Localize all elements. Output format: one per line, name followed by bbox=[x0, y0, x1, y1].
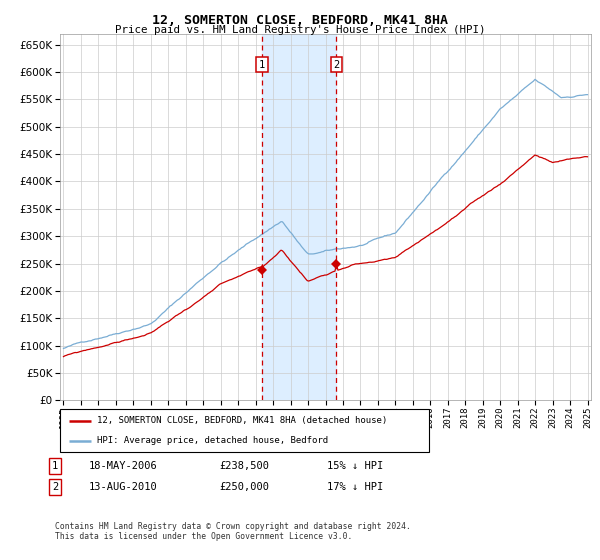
FancyBboxPatch shape bbox=[60, 409, 429, 452]
Text: HPI: Average price, detached house, Bedford: HPI: Average price, detached house, Bedf… bbox=[97, 436, 328, 445]
Text: 18-MAY-2006: 18-MAY-2006 bbox=[89, 461, 158, 471]
Text: £250,000: £250,000 bbox=[219, 482, 269, 492]
Text: 2: 2 bbox=[52, 482, 58, 492]
Bar bbox=[262, 34, 337, 400]
Text: 2: 2 bbox=[333, 60, 340, 70]
Text: 12, SOMERTON CLOSE, BEDFORD, MK41 8HA (detached house): 12, SOMERTON CLOSE, BEDFORD, MK41 8HA (d… bbox=[97, 416, 387, 425]
Text: 12, SOMERTON CLOSE, BEDFORD, MK41 8HA: 12, SOMERTON CLOSE, BEDFORD, MK41 8HA bbox=[152, 14, 448, 27]
Text: 1: 1 bbox=[259, 60, 265, 70]
Text: £238,500: £238,500 bbox=[219, 461, 269, 471]
Text: This data is licensed under the Open Government Licence v3.0.: This data is licensed under the Open Gov… bbox=[55, 532, 353, 541]
Text: 15% ↓ HPI: 15% ↓ HPI bbox=[327, 461, 383, 471]
Text: 17% ↓ HPI: 17% ↓ HPI bbox=[327, 482, 383, 492]
Text: Contains HM Land Registry data © Crown copyright and database right 2024.: Contains HM Land Registry data © Crown c… bbox=[55, 522, 411, 531]
Text: 13-AUG-2010: 13-AUG-2010 bbox=[89, 482, 158, 492]
Text: Price paid vs. HM Land Registry's House Price Index (HPI): Price paid vs. HM Land Registry's House … bbox=[115, 25, 485, 35]
Text: 1: 1 bbox=[52, 461, 58, 471]
